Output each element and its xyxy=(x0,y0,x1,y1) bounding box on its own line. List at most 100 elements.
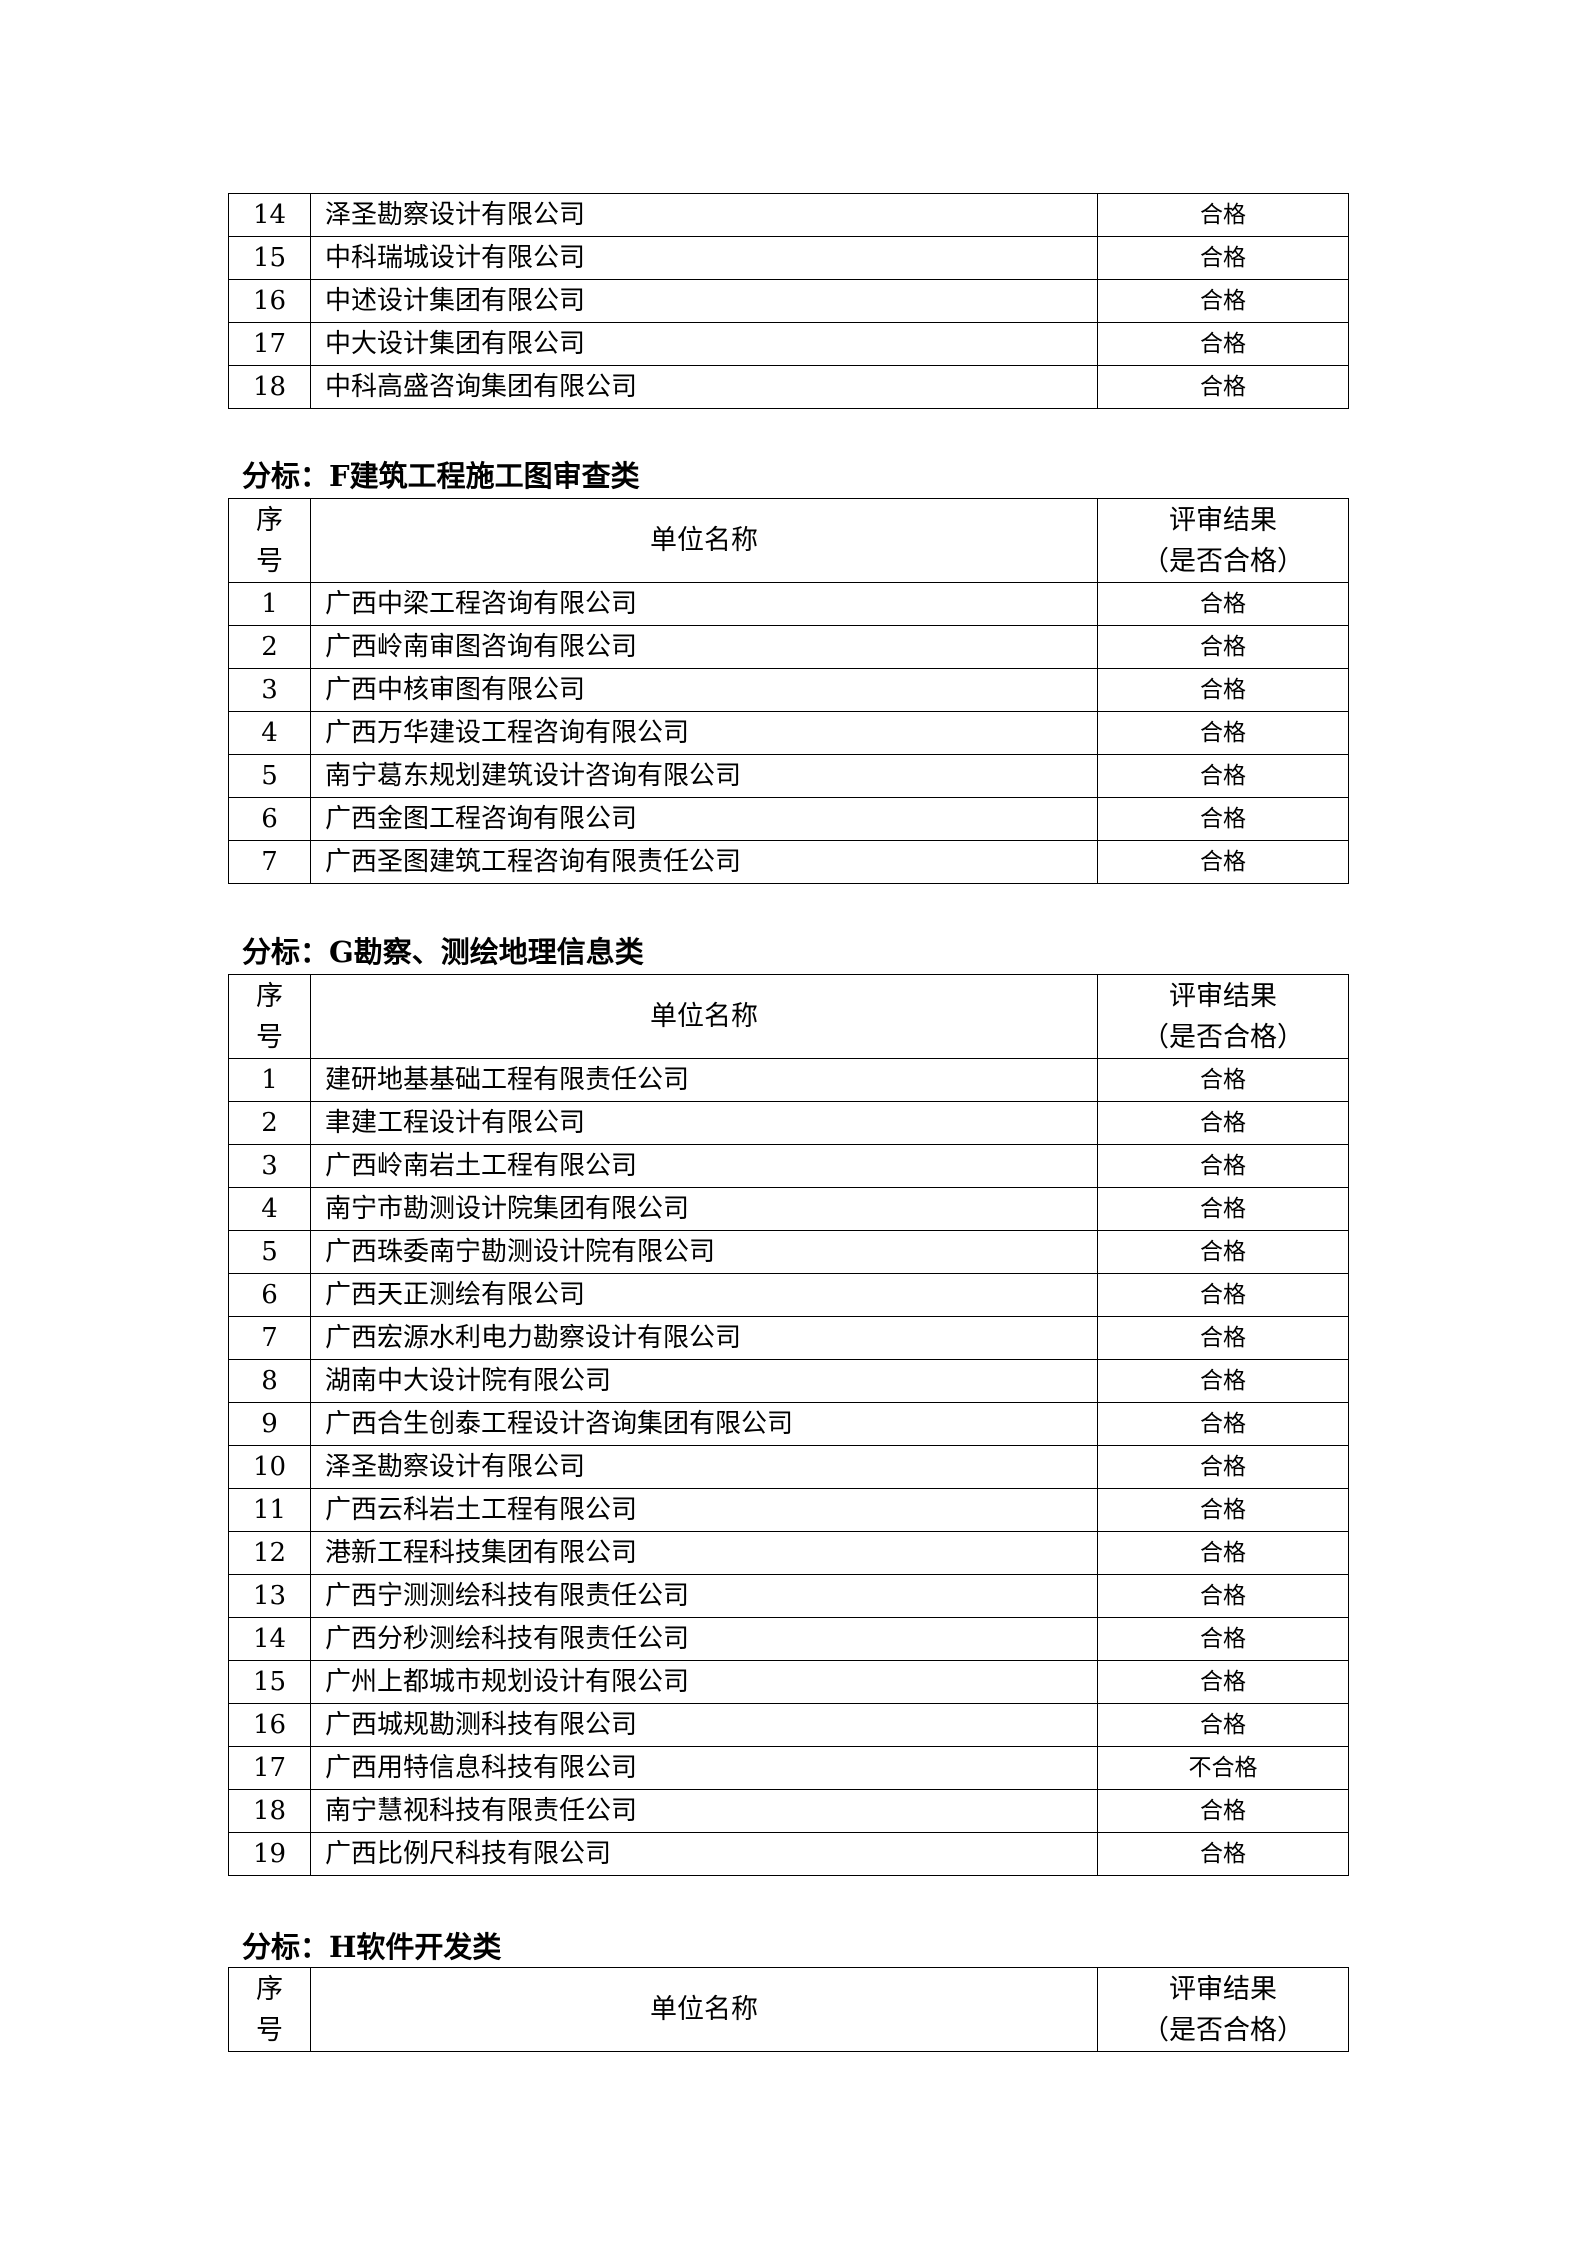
table-row: 5 南宁葛东规划建筑设计咨询有限公司 合格 xyxy=(228,754,1349,798)
results-table: 序号单位名称 评审结果 （是否合格） 1 建研地基基础工程有限责任公司 合格 2 聿建工程设计… xyxy=(228,974,1349,1876)
header-text: 评审结果 xyxy=(1169,1973,1277,2005)
table-row: 4 南宁市勘测设计院集团有限公司 合格 xyxy=(228,1187,1349,1231)
review-result: 合格 xyxy=(1097,1703,1349,1747)
table-row: 3 广西中核审图有限公司 合格 xyxy=(228,668,1349,712)
company-name: 广西岭南岩土工程有限公司 xyxy=(310,1144,1098,1188)
table-row: 9 广西合生创泰工程设计咨询集团有限公司 合格 xyxy=(228,1402,1349,1446)
serial-number: 17 xyxy=(228,1746,311,1790)
table-row: 17 广西用特信息科技有限公司 不合格 xyxy=(228,1746,1349,1790)
table-row: 15 广州上都城市规划设计有限公司 合格 xyxy=(228,1660,1349,1704)
company-name: 湖南中大设计院有限公司 xyxy=(310,1359,1098,1403)
company-name: 港新工程科技集团有限公司 xyxy=(310,1531,1098,1575)
review-result: 合格 xyxy=(1097,1230,1349,1274)
serial-number: 12 xyxy=(228,1531,311,1575)
company-name: 广西中梁工程咨询有限公司 xyxy=(310,582,1098,626)
serial-number: 15 xyxy=(228,1660,311,1704)
results-table: 序号单位名称 评审结果 （是否合格） xyxy=(228,1967,1349,2052)
review-result: 合格 xyxy=(1097,754,1349,798)
serial-number: 18 xyxy=(228,365,311,409)
company-name: 中述设计集团有限公司 xyxy=(310,279,1098,323)
table-row: 14 泽圣勘察设计有限公司 合格 xyxy=(228,193,1349,237)
review-result: 合格 xyxy=(1097,1445,1349,1489)
company-name: 广西宏源水利电力勘察设计有限公司 xyxy=(310,1316,1098,1360)
serial-number: 14 xyxy=(228,193,311,237)
serial-number: 7 xyxy=(228,840,311,884)
header-text: （是否合格） xyxy=(1142,1021,1304,1053)
header-text: 评审结果 xyxy=(1169,504,1277,536)
review-result: 合格 xyxy=(1097,1832,1349,1876)
serial-number: 17 xyxy=(228,322,311,366)
company-name: 聿建工程设计有限公司 xyxy=(310,1101,1098,1145)
review-result: 合格 xyxy=(1097,840,1349,884)
company-name: 泽圣勘察设计有限公司 xyxy=(310,193,1098,237)
header-text: 号 xyxy=(256,545,283,577)
table-row: 1 建研地基基础工程有限责任公司 合格 xyxy=(228,1058,1349,1102)
table-row: 5 广西珠委南宁勘测设计院有限公司 合格 xyxy=(228,1230,1349,1274)
table-row: 18 南宁慧视科技有限责任公司 合格 xyxy=(228,1789,1349,1833)
company-name: 广西珠委南宁勘测设计院有限公司 xyxy=(310,1230,1098,1274)
company-name: 广西用特信息科技有限公司 xyxy=(310,1746,1098,1790)
header-text: （是否合格） xyxy=(1142,545,1304,577)
company-name: 广西宁测测绘科技有限责任公司 xyxy=(310,1574,1098,1618)
review-result: 合格 xyxy=(1097,1058,1349,1102)
table-row: 4 广西万华建设工程咨询有限公司 合格 xyxy=(228,711,1349,755)
table-row: 2 广西岭南审图咨询有限公司 合格 xyxy=(228,625,1349,669)
company-name: 广西分秒测绘科技有限责任公司 xyxy=(310,1617,1098,1661)
review-result: 合格 xyxy=(1097,1101,1349,1145)
review-result: 合格 xyxy=(1097,1359,1349,1403)
serial-number: 16 xyxy=(228,1703,311,1747)
header-text: 序 xyxy=(256,1973,283,2005)
table-section-g: 序号单位名称 评审结果 （是否合格） 1 建研地基基础工程有限责任公司 合格 2 聿建工程设计… xyxy=(228,974,1349,1876)
review-result: 合格 xyxy=(1097,1273,1349,1317)
table-row: 8 湖南中大设计院有限公司 合格 xyxy=(228,1359,1349,1403)
review-result: 合格 xyxy=(1097,1617,1349,1661)
header-company-name: 单位名称 xyxy=(310,1967,1098,2052)
company-name: 广西圣图建筑工程咨询有限责任公司 xyxy=(310,840,1098,884)
review-result: 合格 xyxy=(1097,1488,1349,1532)
review-result: 合格 xyxy=(1097,193,1349,237)
table-row: 14 广西分秒测绘科技有限责任公司 合格 xyxy=(228,1617,1349,1661)
review-result: 合格 xyxy=(1097,1789,1349,1833)
review-result: 合格 xyxy=(1097,668,1349,712)
company-name: 广西万华建设工程咨询有限公司 xyxy=(310,711,1098,755)
table-row: 3 广西岭南岩土工程有限公司 合格 xyxy=(228,1144,1349,1188)
review-result: 合格 xyxy=(1097,1316,1349,1360)
serial-number: 5 xyxy=(228,1230,311,1274)
table-section-h: 序号单位名称 评审结果 （是否合格） xyxy=(228,1967,1349,2052)
table-row: 10 泽圣勘察设计有限公司 合格 xyxy=(228,1445,1349,1489)
table-section-e-continued: 14 泽圣勘察设计有限公司 合格 15 中科瑞城设计有限公司 合格 16 中述设计集团有限公司… xyxy=(228,193,1349,409)
serial-number: 1 xyxy=(228,1058,311,1102)
review-result: 合格 xyxy=(1097,279,1349,323)
table-row: 12 港新工程科技集团有限公司 合格 xyxy=(228,1531,1349,1575)
company-name: 广西中核审图有限公司 xyxy=(310,668,1098,712)
company-name: 南宁慧视科技有限责任公司 xyxy=(310,1789,1098,1833)
table-row: 2 聿建工程设计有限公司 合格 xyxy=(228,1101,1349,1145)
section-heading-h: 分标：H软件开发类 xyxy=(242,1930,502,1964)
company-name: 广西合生创泰工程设计咨询集团有限公司 xyxy=(310,1402,1098,1446)
table-section-f: 序号单位名称 评审结果 （是否合格） 1 广西中梁工程咨询有限公司 合格 2 广西岭南审图咨询… xyxy=(228,498,1349,884)
serial-number: 2 xyxy=(228,1101,311,1145)
header-review-result: 评审结果 （是否合格） xyxy=(1097,498,1349,583)
serial-number: 8 xyxy=(228,1359,311,1403)
review-result: 合格 xyxy=(1097,625,1349,669)
company-name: 广西天正测绘有限公司 xyxy=(310,1273,1098,1317)
serial-number: 4 xyxy=(228,1187,311,1231)
table-row: 7 广西圣图建筑工程咨询有限责任公司 合格 xyxy=(228,840,1349,884)
review-result: 合格 xyxy=(1097,365,1349,409)
review-result: 合格 xyxy=(1097,1402,1349,1446)
table-row: 16 中述设计集团有限公司 合格 xyxy=(228,279,1349,323)
company-name: 广西金图工程咨询有限公司 xyxy=(310,797,1098,841)
review-result: 合格 xyxy=(1097,797,1349,841)
table-row: 18 中科高盛咨询集团有限公司 合格 xyxy=(228,365,1349,409)
company-name: 广西城规勘测科技有限公司 xyxy=(310,1703,1098,1747)
header-text: 号 xyxy=(256,1021,283,1053)
company-name: 中科瑞城设计有限公司 xyxy=(310,236,1098,280)
review-result: 合格 xyxy=(1097,582,1349,626)
serial-number: 14 xyxy=(228,1617,311,1661)
company-name: 泽圣勘察设计有限公司 xyxy=(310,1445,1098,1489)
header-serial-number: 序号 xyxy=(228,974,311,1059)
serial-number: 3 xyxy=(228,668,311,712)
review-result: 合格 xyxy=(1097,1660,1349,1704)
header-review-result: 评审结果 （是否合格） xyxy=(1097,974,1349,1059)
serial-number: 16 xyxy=(228,279,311,323)
